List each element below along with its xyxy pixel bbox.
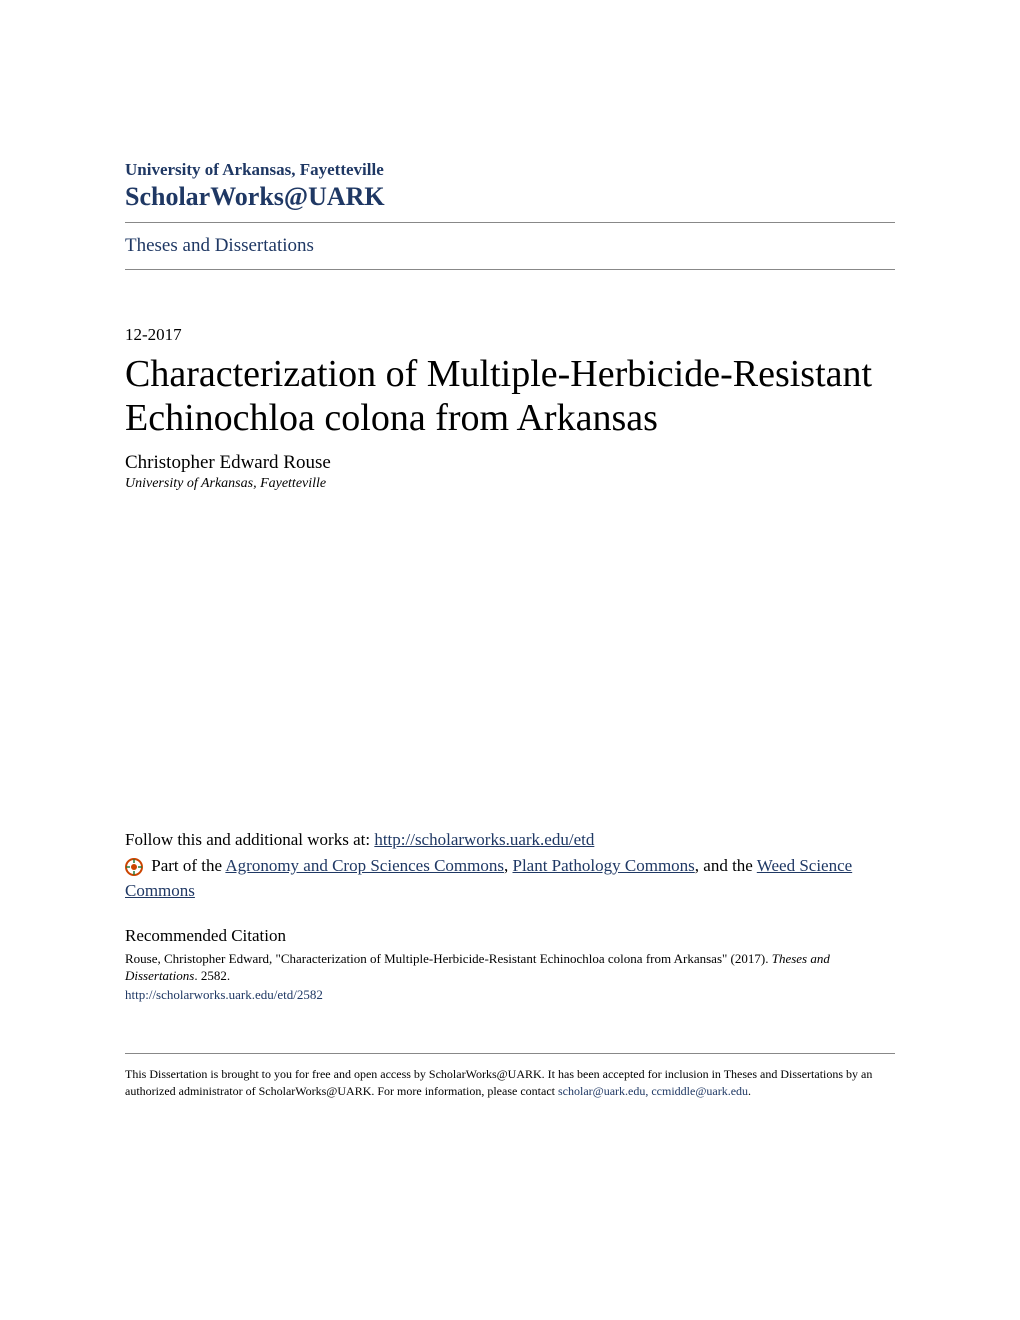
document-title: Characterization of Multiple-Herbicide-R… (125, 353, 895, 440)
commons-link-1[interactable]: Agronomy and Crop Sciences Commons (225, 856, 504, 875)
network-icon (125, 858, 143, 876)
citation-url[interactable]: http://scholarworks.uark.edu/etd/2582 (125, 987, 895, 1003)
separator-2: , and the (695, 856, 757, 875)
follow-url-link[interactable]: http://scholarworks.uark.edu/etd (374, 830, 594, 849)
footer-part1: This Dissertation is brought to you for … (125, 1067, 872, 1098)
part-of-intro: Part of the (151, 856, 225, 875)
publication-date: 12-2017 (125, 325, 895, 345)
follow-line: Follow this and additional works at: htt… (125, 827, 895, 853)
follow-intro: Follow this and additional works at: (125, 830, 374, 849)
follow-section: Follow this and additional works at: htt… (125, 827, 895, 904)
institution-name: University of Arkansas, Fayetteville (125, 160, 895, 180)
footer-part2: . (748, 1084, 751, 1098)
collection-link[interactable]: Theses and Dissertations (125, 223, 895, 270)
author-name: Christopher Edward Rouse (125, 452, 895, 474)
commons-link-2[interactable]: Plant Pathology Commons (512, 856, 694, 875)
citation-text: Rouse, Christopher Edward, "Characteriza… (125, 950, 895, 985)
author-affiliation: University of Arkansas, Fayetteville (125, 476, 895, 492)
part-of-line: Part of the Agronomy and Crop Sciences C… (125, 853, 895, 904)
citation-part2: . 2582. (194, 968, 230, 983)
citation-part1: Rouse, Christopher Edward, "Characteriza… (125, 951, 772, 966)
repository-name[interactable]: ScholarWorks@UARK (125, 182, 895, 223)
footer-contact-link[interactable]: scholar@uark.edu, ccmiddle@uark.edu (558, 1084, 748, 1098)
citation-heading: Recommended Citation (125, 926, 895, 946)
footer-text: This Dissertation is brought to you for … (125, 1053, 895, 1100)
